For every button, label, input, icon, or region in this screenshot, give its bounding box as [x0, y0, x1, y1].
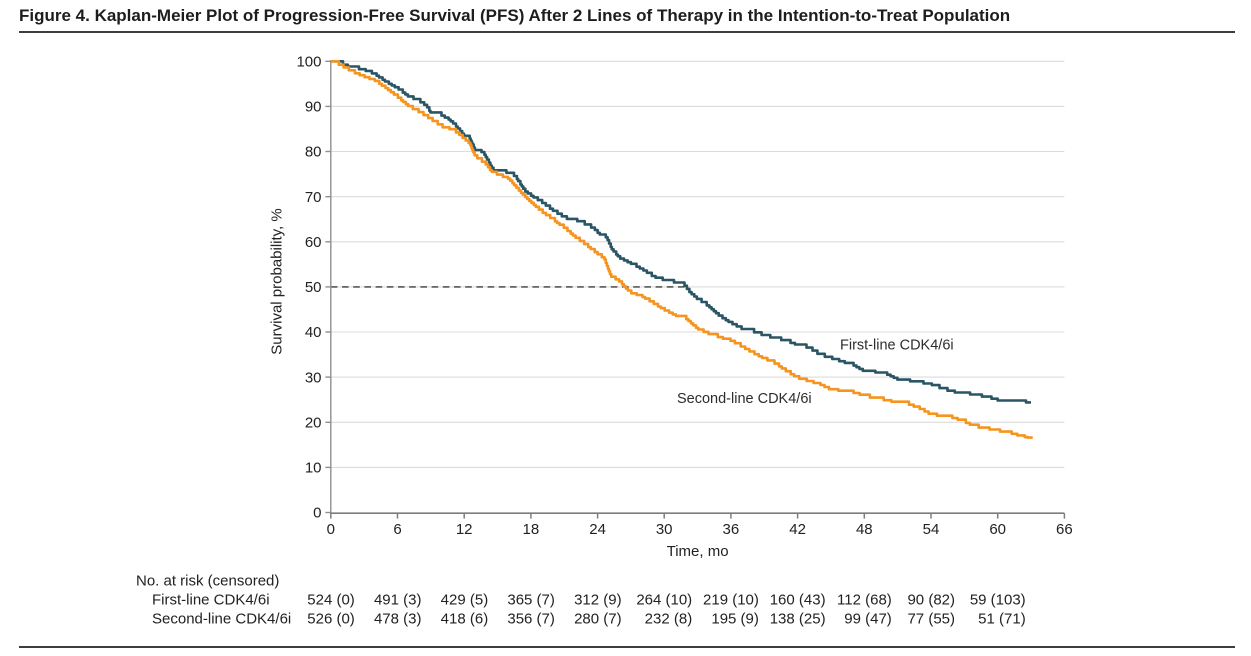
svg-text:12: 12 [456, 521, 473, 538]
svg-text:356 (7): 356 (7) [507, 611, 555, 628]
svg-text:524 (0): 524 (0) [307, 592, 355, 609]
svg-text:Second-line CDK4/6i: Second-line CDK4/6i [677, 391, 812, 407]
svg-text:80: 80 [305, 144, 322, 161]
svg-text:100: 100 [296, 54, 321, 71]
svg-text:30: 30 [305, 369, 322, 386]
svg-text:60: 60 [305, 234, 322, 251]
svg-text:195 (9): 195 (9) [711, 611, 759, 628]
svg-text:24: 24 [589, 521, 606, 538]
svg-text:54: 54 [923, 521, 940, 538]
svg-text:59 (103): 59 (103) [970, 592, 1026, 609]
svg-text:526 (0): 526 (0) [307, 611, 355, 628]
svg-text:312 (9): 312 (9) [574, 592, 622, 609]
svg-text:418 (6): 418 (6) [441, 611, 489, 628]
svg-text:264 (10): 264 (10) [636, 592, 692, 609]
svg-text:66: 66 [1056, 521, 1073, 538]
svg-text:Survival probability, %: Survival probability, % [269, 208, 286, 354]
svg-text:6: 6 [393, 521, 401, 538]
svg-text:48: 48 [856, 521, 873, 538]
svg-text:Time, mo: Time, mo [667, 543, 729, 560]
svg-text:42: 42 [789, 521, 806, 538]
svg-text:70: 70 [305, 189, 322, 206]
svg-text:99 (47): 99 (47) [844, 611, 892, 628]
svg-text:491 (3): 491 (3) [374, 592, 422, 609]
svg-text:60: 60 [989, 521, 1006, 538]
svg-text:51 (71): 51 (71) [978, 611, 1026, 628]
svg-text:Second-line CDK4/6i: Second-line CDK4/6i [152, 611, 291, 628]
svg-text:478 (3): 478 (3) [374, 611, 422, 628]
svg-text:77 (55): 77 (55) [907, 611, 955, 628]
svg-text:40: 40 [305, 324, 322, 341]
svg-text:365 (7): 365 (7) [507, 592, 555, 609]
svg-text:10: 10 [305, 460, 322, 477]
svg-text:20: 20 [305, 415, 322, 432]
svg-text:0: 0 [327, 521, 335, 538]
svg-text:36: 36 [723, 521, 740, 538]
svg-text:0: 0 [313, 505, 321, 522]
svg-text:429 (5): 429 (5) [441, 592, 489, 609]
svg-text:219 (10): 219 (10) [703, 592, 759, 609]
svg-text:112 (68): 112 (68) [837, 592, 892, 609]
svg-text:30: 30 [656, 521, 673, 538]
svg-text:232 (8): 232 (8) [645, 611, 693, 628]
svg-text:50: 50 [305, 279, 322, 296]
svg-text:90 (82): 90 (82) [907, 592, 955, 609]
svg-text:138 (25): 138 (25) [770, 611, 826, 628]
svg-text:160 (43): 160 (43) [770, 592, 826, 609]
svg-text:First-line CDK4/6i: First-line CDK4/6i [152, 592, 270, 609]
svg-text:First-line CDK4/6i: First-line CDK4/6i [840, 338, 954, 354]
svg-text:90: 90 [305, 99, 322, 116]
svg-text:No. at risk (censored): No. at risk (censored) [136, 573, 279, 590]
svg-text:280 (7): 280 (7) [574, 611, 622, 628]
svg-text:18: 18 [523, 521, 540, 538]
